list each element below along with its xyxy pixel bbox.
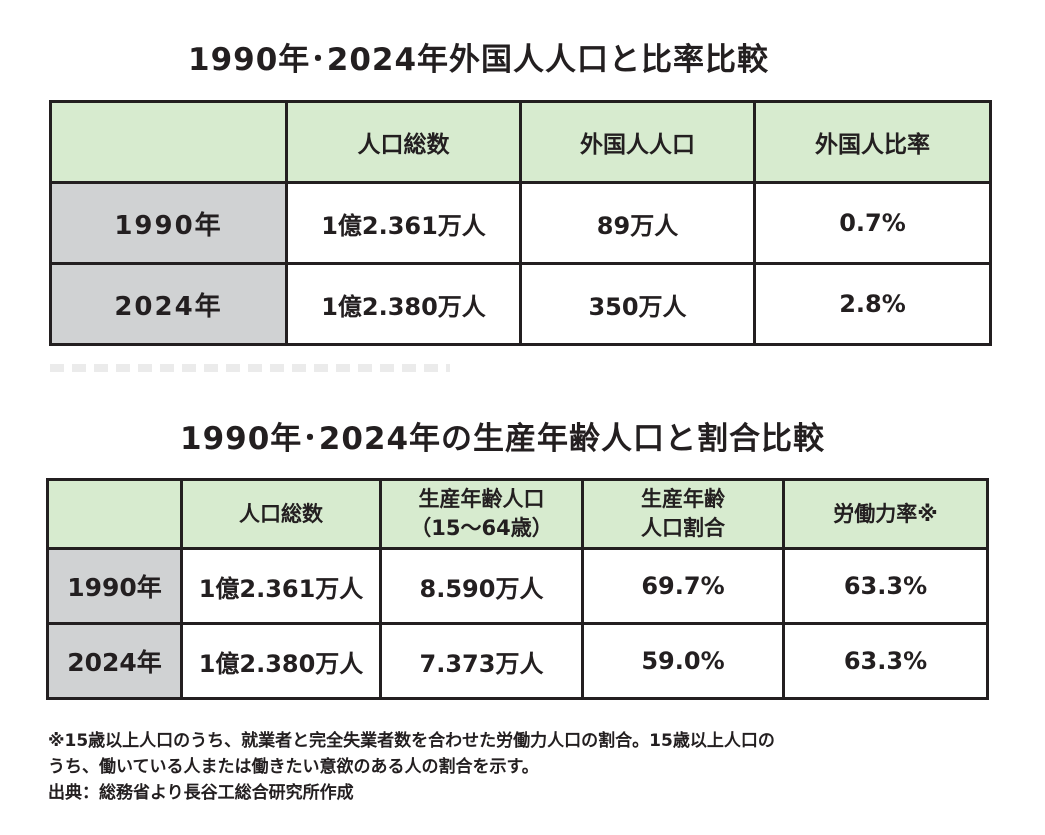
header-corner-cell (46, 478, 183, 550)
table1-title: 1990年･2024年外国人人口と比率比較 (188, 42, 770, 78)
table-row: 2024年 1億2.380万人 7.373万人 59.0% 63.3% (46, 622, 989, 700)
working-age-population-cell: 8.590万人 (379, 547, 584, 625)
working-age-population-table: 人口総数 生産年齢人口 （15～64歳） 生産年齢 人口割合 労働力率※ 199… (46, 478, 989, 700)
row-year-label: 1990年 (46, 547, 183, 625)
working-age-population-cell: 7.373万人 (379, 622, 584, 700)
table-header-row: 人口総数 生産年齢人口 （15～64歳） 生産年齢 人口割合 労働力率※ (46, 478, 989, 550)
header-line: 生産年齢人口 (418, 487, 545, 511)
foreign-ratio-cell: 2.8% (753, 262, 992, 346)
row-year-label: 1990年 (49, 181, 288, 265)
header-labor-force-rate: 労働力率※ (782, 478, 989, 550)
header-working-age-population: 生産年齢人口 （15～64歳） (379, 478, 584, 550)
header-corner-cell (49, 100, 288, 184)
faded-text-artifact (50, 364, 450, 372)
header-line: 生産年齢 (641, 487, 725, 511)
table-row: 2024年 1億2.380万人 350万人 2.8% (49, 262, 992, 346)
foreign-ratio-cell: 0.7% (753, 181, 992, 265)
total-population-cell: 1億2.361万人 (180, 547, 382, 625)
working-age-ratio-cell: 69.7% (581, 547, 785, 625)
header-foreign-ratio: 外国人比率 (753, 100, 992, 184)
working-age-ratio-cell: 59.0% (581, 622, 785, 700)
total-population-cell: 1億2.361万人 (285, 181, 522, 265)
header-total-population: 人口総数 (285, 100, 522, 184)
header-line: 人口割合 (641, 516, 725, 540)
table-row: 1990年 1億2.361万人 89万人 0.7% (49, 181, 992, 265)
source-note: 出典：総務省より長谷工総合研究所作成 (48, 783, 354, 803)
total-population-cell: 1億2.380万人 (180, 622, 382, 700)
header-foreign-population: 外国人人口 (519, 100, 756, 184)
row-year-label: 2024年 (49, 262, 288, 346)
foreign-population-cell: 89万人 (519, 181, 756, 265)
foreign-population-table: 人口総数 外国人人口 外国人比率 1990年 1億2.361万人 89万人 0.… (49, 100, 992, 346)
total-population-cell: 1億2.380万人 (285, 262, 522, 346)
table-header-row: 人口総数 外国人人口 外国人比率 (49, 100, 992, 184)
header-total-population: 人口総数 (180, 478, 382, 550)
foreign-population-cell: 350万人 (519, 262, 756, 346)
header-line: （15～64歳） (410, 516, 553, 540)
table2-title: 1990年･2024年の生産年齢人口と割合比較 (180, 421, 826, 457)
header-working-age-ratio: 生産年齢 人口割合 (581, 478, 785, 550)
table-row: 1990年 1億2.361万人 8.590万人 69.7% 63.3% (46, 547, 989, 625)
notes-block: ※15歳以上人口のうち、就業者と完全失業者数を合わせた労働力人口の割合。15歳以… (48, 728, 998, 806)
labor-force-rate-cell: 63.3% (782, 622, 989, 700)
footnote-line: ※15歳以上人口のうち、就業者と完全失業者数を合わせた労働力人口の割合。15歳以… (48, 731, 775, 751)
row-year-label: 2024年 (46, 622, 183, 700)
footnote-line: うち、働いている人または働きたい意欲のある人の割合を示す。 (48, 757, 539, 777)
labor-force-rate-cell: 63.3% (782, 547, 989, 625)
